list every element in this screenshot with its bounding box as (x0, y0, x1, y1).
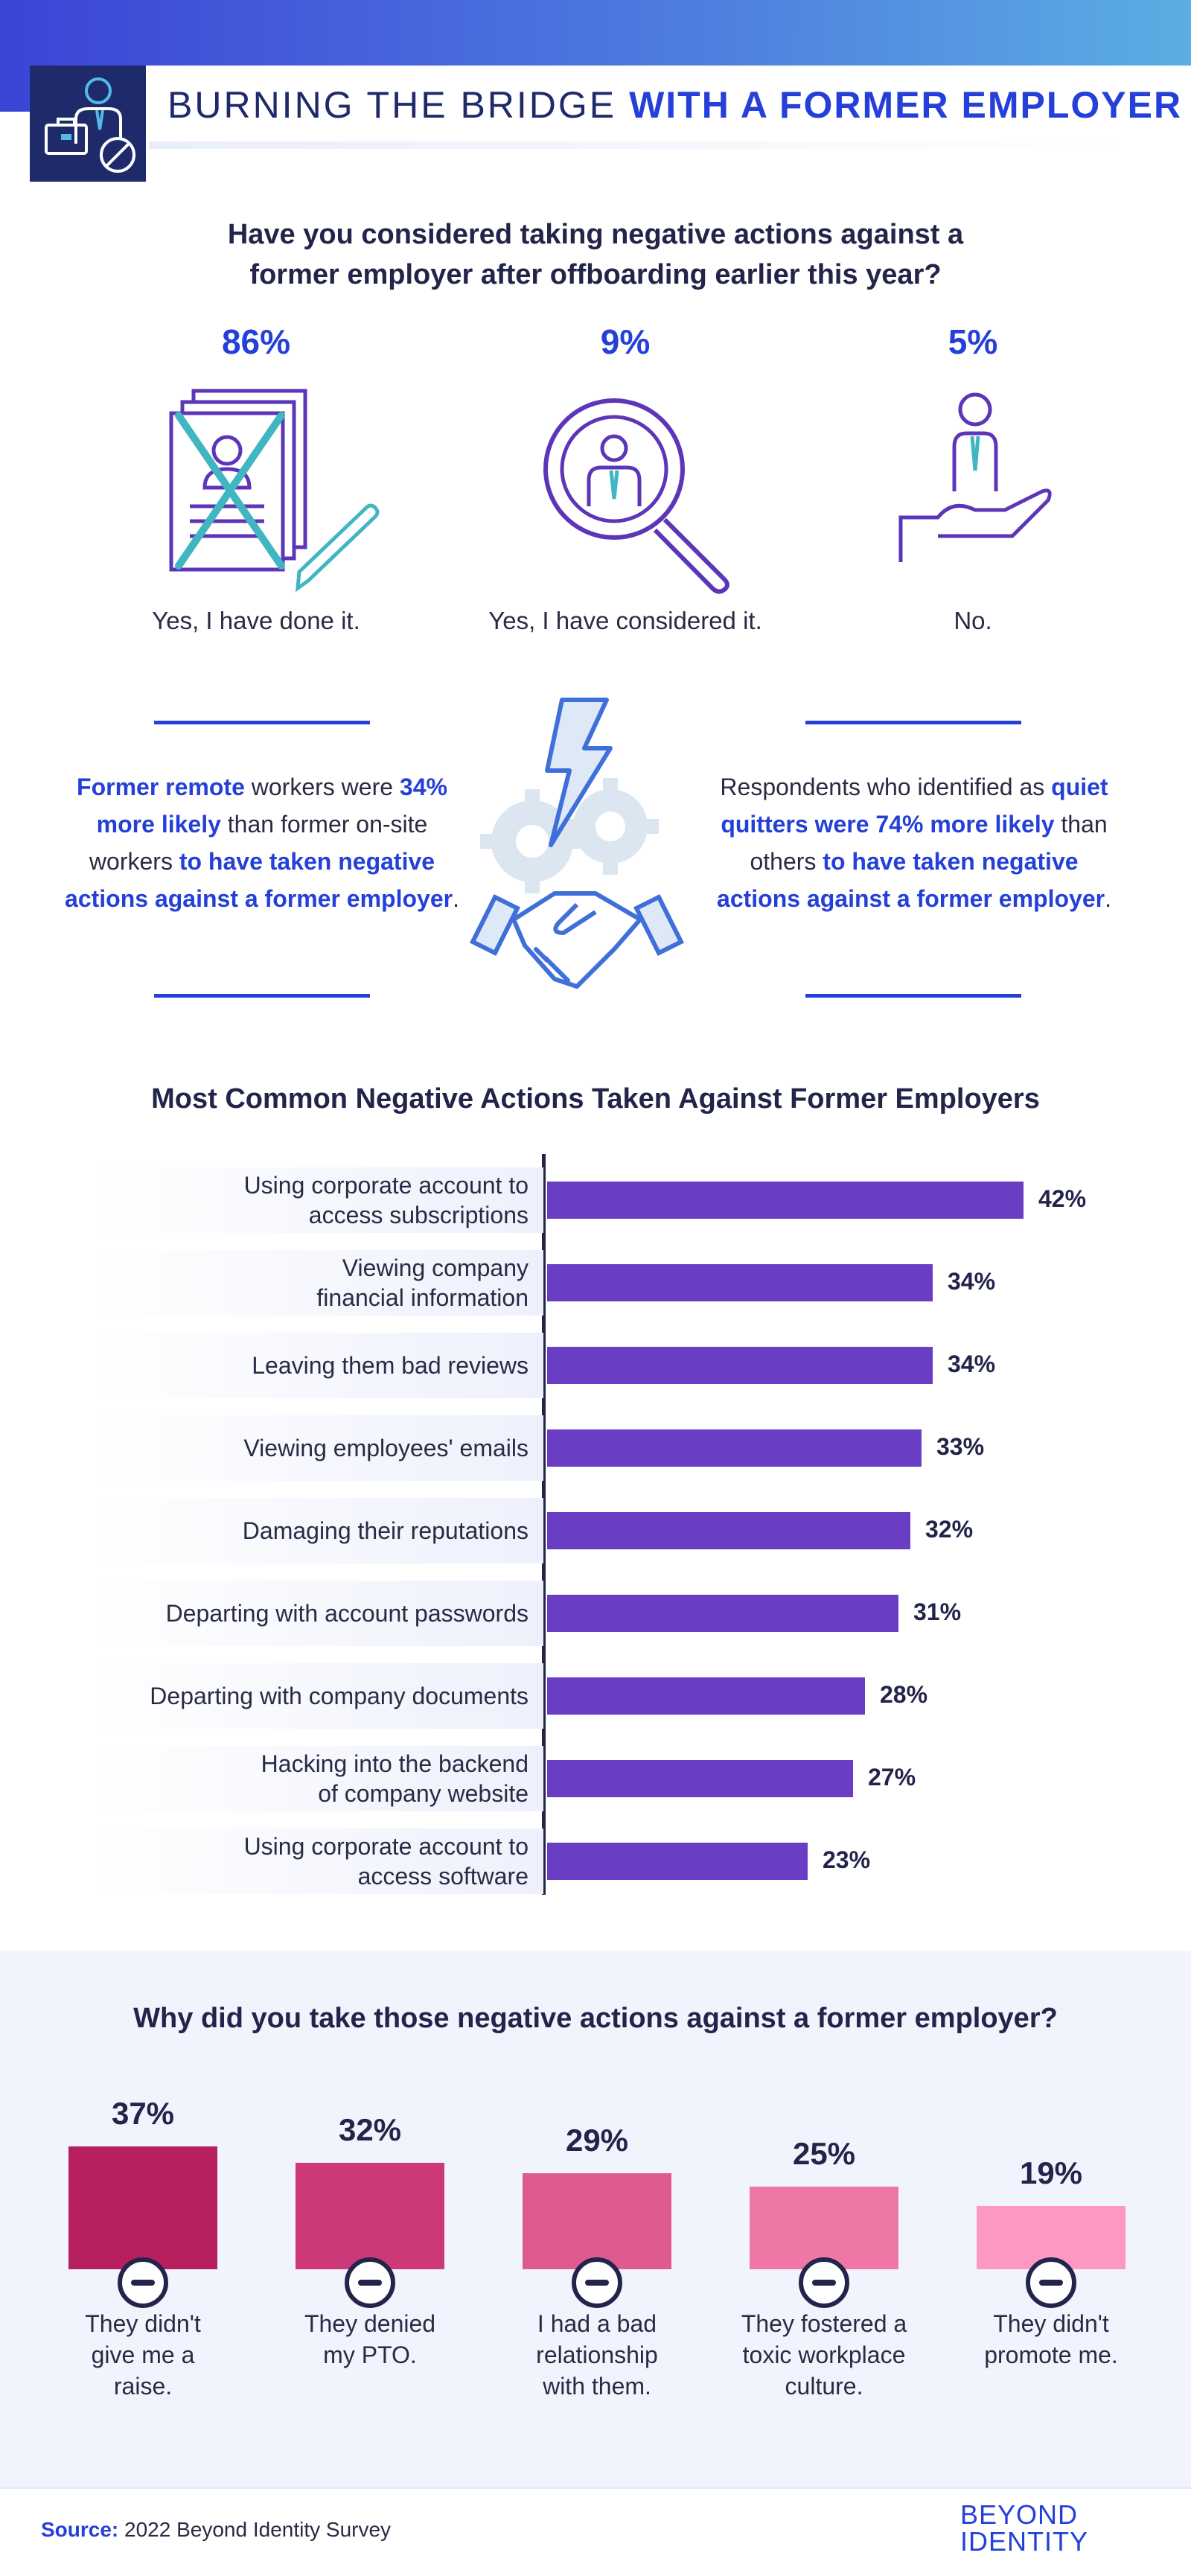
row-background (89, 1746, 543, 1811)
handshake-lightning-gears-icon (465, 696, 689, 1013)
crossed-document-icon (164, 387, 380, 599)
bar-category-label: Departing with account passwords (165, 1600, 529, 1627)
minus-circle-icon (799, 2257, 849, 2308)
bar-value-label: 28% (880, 1681, 928, 1708)
bar-category-label: Using corporate account to access subscri… (243, 1172, 529, 1228)
divider-left-bottom (154, 994, 370, 998)
reason-value-label: 37% (111, 2096, 175, 2131)
divider-left-top (154, 721, 370, 724)
bar (547, 1760, 853, 1797)
row-background (89, 1498, 543, 1563)
magnifier-person-icon (532, 387, 741, 599)
bar-category-label: Hacking into the backend of company websi… (261, 1750, 529, 1807)
row-background (89, 1250, 543, 1316)
answer-percent-done: 86% (221, 322, 291, 361)
bar (547, 1264, 933, 1301)
survey-question: Have you considered taking negative acti… (227, 219, 964, 290)
footer-divider (0, 2487, 1191, 2489)
page-title: BURNING THE BRIDGE WITH A FORMER EMPLOYE… (167, 84, 1183, 126)
reason-bar (68, 2146, 217, 2269)
row-background (89, 1333, 543, 1398)
bar-category-label: Leaving them bad reviews (252, 1352, 529, 1379)
reason-bar (296, 2163, 444, 2269)
answer-label-done: Yes, I have done it. (152, 607, 360, 634)
brand-logo: BEYOND IDENTITY (960, 2499, 1089, 2557)
bar-value-label: 34% (948, 1268, 996, 1295)
row-background (89, 1829, 543, 1894)
hand-person-icon (893, 387, 1057, 577)
answer-label-no: No. (954, 607, 992, 634)
minus-circle-icon (345, 2257, 395, 2308)
answer-label-considered: Yes, I have considered it. (488, 607, 762, 634)
row-background (89, 1663, 543, 1729)
row-background (89, 1167, 543, 1233)
reason-value-label: 32% (338, 2112, 402, 2147)
bar-category-label: Viewing employees' emails (243, 1435, 529, 1461)
bar-value-label: 31% (913, 1598, 962, 1625)
title-underline (149, 141, 1131, 149)
footer (0, 2487, 1191, 2576)
bar (547, 1347, 933, 1384)
minus-circle-icon (118, 2257, 168, 2308)
bar (547, 1843, 808, 1880)
reason-bar (750, 2187, 898, 2269)
stat-quiet-quitters: Respondents who identified as quiet quit… (717, 774, 1111, 912)
reason-category-label: They denied my PTO. (304, 2310, 436, 2368)
actions-bar-chart: Using corporate account to access subscri… (0, 1154, 1191, 1898)
divider-right-bottom (805, 994, 1021, 998)
bar-category-label: Damaging their reputations (242, 1517, 529, 1544)
reason-value-label: 29% (565, 2123, 629, 2158)
bar-category-label: Viewing company financial information (316, 1254, 529, 1311)
bar (547, 1429, 922, 1467)
reason-category-label: They didn't give me a raise. (85, 2310, 201, 2400)
reason-value-label: 25% (792, 2136, 856, 2171)
chart-axis (542, 1154, 546, 1895)
bar (547, 1512, 910, 1549)
source-note: Source: 2022 Beyond Identity Survey (41, 2518, 392, 2541)
bar-category-label: Using corporate account to access softwar… (243, 1833, 529, 1890)
reason-category-label: They fostered a toxic workplace culture. (741, 2310, 907, 2400)
answer-percent-no: 5% (948, 322, 998, 361)
row-background (89, 1581, 543, 1646)
reason-value-label: 19% (1019, 2155, 1083, 2190)
bar-value-label: 27% (868, 1764, 916, 1791)
reason-bar (523, 2173, 671, 2269)
bar-value-label: 34% (948, 1351, 996, 1377)
chart-title-reasons: Why did you take those negative actions … (133, 2003, 1058, 2034)
employee-blocked-icon (30, 66, 146, 182)
bar-category-label: Departing with company documents (150, 1683, 529, 1709)
minus-circle-icon (1026, 2257, 1076, 2308)
reason-category-label: They didn't promote me. (984, 2310, 1118, 2368)
chart-title-actions: Most Common Negative Actions Taken Again… (151, 1083, 1040, 1115)
bar-value-label: 23% (823, 1846, 871, 1873)
title-bar (30, 66, 1191, 153)
answer-percent-considered: 9% (600, 322, 651, 361)
bar (547, 1677, 865, 1715)
bar-value-label: 42% (1038, 1185, 1087, 1212)
bar-value-label: 32% (925, 1516, 974, 1543)
bar (547, 1595, 898, 1632)
reason-category-label: I had a bad relationship with them. (536, 2310, 658, 2400)
row-background (89, 1415, 543, 1481)
minus-circle-icon (572, 2257, 622, 2308)
bar-value-label: 33% (936, 1433, 985, 1460)
stat-remote-workers: Former remote workers were 34% more like… (65, 774, 459, 912)
bar (547, 1182, 1024, 1219)
divider-right-top (805, 721, 1021, 724)
